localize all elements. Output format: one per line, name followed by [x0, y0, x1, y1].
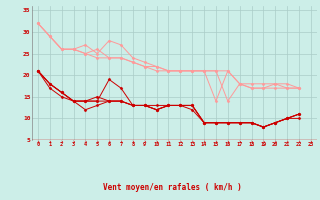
Text: Vent moyen/en rafales ( km/h ): Vent moyen/en rafales ( km/h ) — [103, 183, 242, 192]
